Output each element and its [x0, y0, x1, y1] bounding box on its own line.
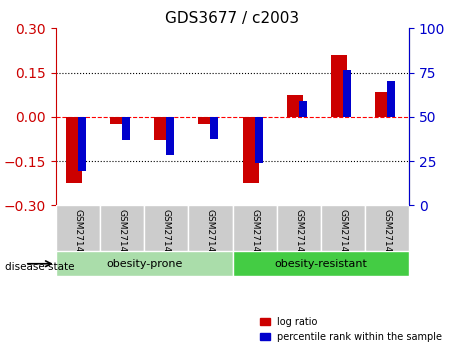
Bar — [254, 117, 263, 162]
FancyBboxPatch shape — [232, 251, 409, 276]
FancyBboxPatch shape — [321, 205, 365, 251]
Text: obesity-prone: obesity-prone — [106, 259, 182, 269]
FancyBboxPatch shape — [365, 205, 409, 251]
Bar — [287, 95, 303, 117]
Text: GSM271488: GSM271488 — [294, 209, 303, 264]
Text: GSM271484: GSM271484 — [118, 209, 126, 264]
Text: obesity-resistant: obesity-resistant — [274, 259, 367, 269]
Bar — [331, 55, 347, 117]
FancyBboxPatch shape — [144, 205, 188, 251]
Text: GSM271489: GSM271489 — [339, 209, 347, 264]
Text: GSM271485: GSM271485 — [162, 209, 171, 264]
Text: GSM271483: GSM271483 — [73, 209, 82, 264]
FancyBboxPatch shape — [188, 205, 232, 251]
Bar — [243, 117, 259, 183]
FancyBboxPatch shape — [56, 251, 232, 276]
Bar — [343, 70, 351, 117]
Bar — [154, 117, 170, 141]
FancyBboxPatch shape — [100, 205, 144, 251]
Bar — [78, 117, 86, 171]
Bar — [210, 117, 219, 139]
Bar — [166, 117, 174, 155]
FancyBboxPatch shape — [277, 205, 321, 251]
Bar — [199, 117, 214, 124]
Text: disease state: disease state — [5, 262, 74, 272]
Text: GSM271490: GSM271490 — [383, 209, 392, 264]
Title: GDS3677 / c2003: GDS3677 / c2003 — [166, 11, 299, 26]
Bar — [387, 81, 395, 117]
Bar — [122, 117, 130, 140]
Text: GSM271486: GSM271486 — [250, 209, 259, 264]
Legend: log ratio, percentile rank within the sample: log ratio, percentile rank within the sa… — [256, 313, 446, 346]
Bar — [375, 92, 391, 117]
FancyBboxPatch shape — [56, 205, 100, 251]
FancyBboxPatch shape — [232, 205, 277, 251]
Bar — [110, 117, 126, 124]
Bar — [299, 101, 307, 117]
Bar — [66, 117, 82, 183]
Text: GSM271487: GSM271487 — [206, 209, 215, 264]
